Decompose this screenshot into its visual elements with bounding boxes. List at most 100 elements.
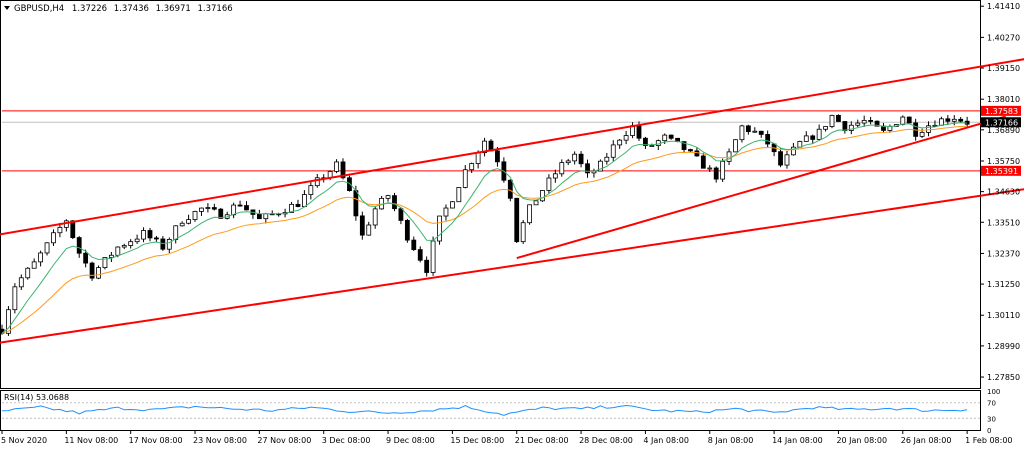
candle-body	[514, 197, 520, 243]
candle-body	[417, 249, 423, 261]
candle-body	[121, 245, 127, 248]
price-tick-label: 1.33510	[987, 218, 1020, 227]
time-tick-label: 28 Dec 08:00	[579, 436, 633, 445]
candle-body	[263, 213, 269, 220]
rsi-tick-label: 70	[987, 400, 996, 408]
candle-body	[604, 156, 610, 162]
candle-body	[372, 208, 378, 226]
candle-body	[688, 149, 693, 152]
symbol-label: GBPUSD,H4	[14, 4, 64, 14]
candle-body	[578, 153, 584, 165]
candle-body	[874, 120, 880, 127]
candle-body	[836, 114, 841, 122]
candle-body	[739, 125, 745, 141]
candle-body	[945, 118, 951, 122]
candle-body	[76, 237, 82, 254]
candle-body	[449, 201, 455, 209]
level-price-tag: 1.37583	[985, 107, 1018, 116]
candle-body	[437, 215, 442, 242]
candle-body	[482, 140, 487, 154]
time-tick-label: 14 Jan 08:00	[772, 436, 823, 445]
candle-body	[829, 114, 835, 127]
candle-body	[205, 207, 211, 209]
price-tick-label: 1.27850	[987, 373, 1020, 382]
candle-body	[70, 220, 76, 238]
candle-body	[791, 146, 796, 156]
candle-body	[102, 257, 108, 268]
candle-body	[218, 208, 224, 219]
price-tick-label: 1.41410	[987, 2, 1020, 11]
candle-body	[256, 214, 262, 220]
candle-body	[314, 177, 320, 187]
candle-body	[211, 207, 217, 210]
rsi-tick-label: 30	[987, 415, 996, 423]
candle-body	[456, 187, 462, 203]
candle-body	[810, 135, 816, 140]
dropdown-triangle-icon[interactable]	[4, 6, 10, 10]
candle-body	[694, 150, 700, 157]
time-tick-label: 27 Nov 08:00	[257, 436, 311, 445]
candle-body	[308, 185, 314, 195]
time-tick-label: 21 Dec 08:00	[515, 436, 569, 445]
candle-body	[778, 151, 783, 166]
trend-line	[516, 115, 1007, 260]
svg-text:GBPUSD,H4 1.37226: GBPUSD,H4 1.37226 1.37436 1.36971 1.3716…	[14, 4, 233, 14]
candle-body	[816, 128, 822, 140]
candle-body	[552, 173, 558, 179]
candle-body	[623, 135, 629, 141]
time-tick-label: 1 Feb 08:00	[965, 436, 1012, 445]
candle-body	[475, 152, 481, 164]
candle-body	[662, 134, 668, 142]
ohlc-low: 1.36971	[156, 4, 191, 14]
candle-body	[887, 126, 893, 131]
candle-body	[340, 161, 346, 179]
time-tick-label: 11 Nov 08:00	[64, 436, 118, 445]
ma-slow-line	[1, 125, 968, 334]
candle-body	[951, 118, 957, 122]
rsi-line	[1, 404, 968, 416]
candle-body	[147, 230, 153, 239]
price-axis: 1.41410 1.40270 1.39150 1.38010 1.36890 1.357…	[980, 2, 1021, 382]
price-tick-label: 1.39150	[987, 64, 1020, 73]
candle-body	[12, 286, 18, 311]
time-tick-label: 9 Dec 08:00	[386, 436, 435, 445]
candle-body	[559, 162, 565, 175]
candle-body	[926, 125, 931, 133]
candle-body	[96, 267, 101, 279]
candle-body	[681, 141, 687, 150]
trend-line	[0, 188, 1024, 344]
candle-body	[527, 204, 533, 224]
candle-body	[83, 252, 89, 264]
candle-body	[533, 200, 539, 206]
candle-body	[803, 135, 809, 142]
candle-body	[385, 195, 391, 199]
candle-body	[424, 259, 430, 273]
ohlc-high: 1.37436	[114, 4, 149, 14]
candle-body	[462, 169, 468, 188]
price-tick-label: 1.30110	[987, 311, 1020, 320]
time-tick-label: 23 Nov 08:00	[193, 436, 247, 445]
ma-fast-line	[1, 122, 968, 334]
candle-body	[186, 219, 191, 224]
price-tick-label: 1.34630	[987, 188, 1020, 197]
candle-body	[57, 226, 63, 234]
candle-body	[302, 194, 307, 207]
moving-averages	[1, 122, 968, 334]
time-tick-label: 20 Jan 08:00	[836, 436, 887, 445]
time-tick-label: 15 Dec 08:00	[450, 436, 504, 445]
level-price-tag-bg	[981, 105, 1021, 116]
candle-body	[842, 121, 848, 131]
rsi-panel-frame	[0, 390, 981, 431]
candle-body	[108, 254, 114, 258]
candle-body	[919, 131, 925, 137]
candle-body	[134, 238, 140, 243]
candle-body	[366, 224, 372, 236]
candle-body	[469, 163, 475, 171]
candle-body	[707, 167, 713, 170]
candle-body	[733, 139, 738, 153]
chart-header: GBPUSD,H4 1.37226 1.37436 1.36971 1.3716…	[4, 4, 233, 14]
candle-body	[192, 211, 198, 221]
candle-body	[231, 204, 237, 216]
